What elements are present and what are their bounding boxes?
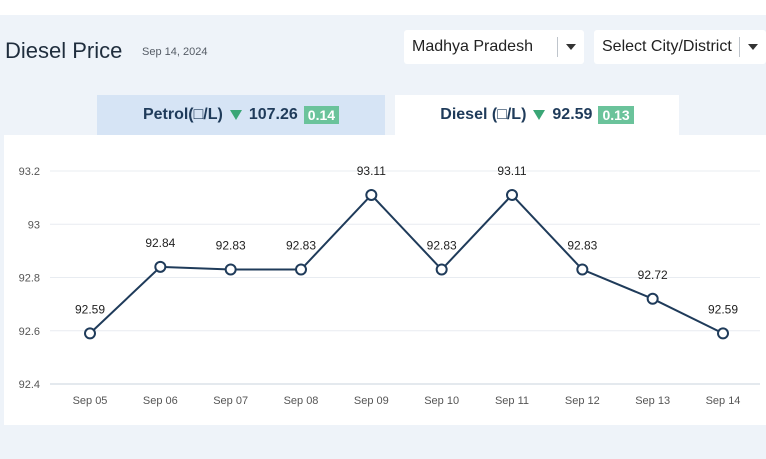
city-dropdown-value: Select City/District [602,38,732,55]
chevron-down-icon[interactable] [740,44,766,50]
state-dropdown-value: Madhya Pradesh [412,38,533,55]
top-strip [0,0,766,15]
down-arrow-icon [229,110,242,120]
page-title: Diesel Price [5,38,123,63]
chevron-down-icon[interactable] [558,44,584,50]
city-dropdown[interactable]: Select City/District [594,30,766,64]
dropdown-divider [739,37,740,57]
state-dropdown[interactable]: Madhya Pradesh [404,30,584,64]
tab-diesel-label: Diesel (□/L) [440,106,527,123]
tab-diesel[interactable]: Diesel (□/L) 92.59 0.13 [395,95,679,135]
tab-petrol-change-badge: 0.14 [303,106,340,124]
down-arrow-icon [533,110,546,120]
price-date: Sep 14, 2024 [142,46,208,58]
tab-diesel-price: 92.59 [552,106,593,123]
tab-petrol-price: 107.26 [248,106,298,123]
tab-petrol-label: Petrol(□/L) [142,106,223,123]
chart-panel [4,135,766,425]
tab-petrol[interactable]: Petrol(□/L) 107.26 0.14 [97,95,385,135]
tab-diesel-change-badge: 0.13 [598,106,634,124]
dropdown-divider [557,37,558,57]
